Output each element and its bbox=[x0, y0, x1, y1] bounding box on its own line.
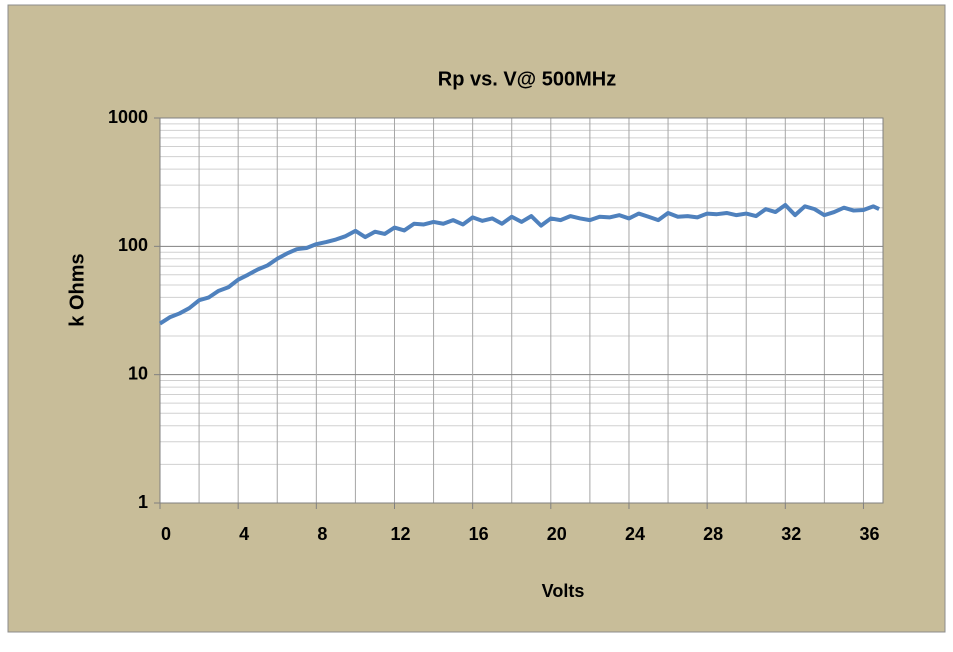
x-tick-label: 28 bbox=[703, 524, 723, 544]
x-axis-label: Volts bbox=[542, 581, 585, 601]
y-tick-label: 1 bbox=[138, 492, 148, 512]
data-line bbox=[158, 202, 880, 326]
y-tick-label: 100 bbox=[118, 235, 148, 255]
x-tick-label: 16 bbox=[469, 524, 489, 544]
y-tick-label: 10 bbox=[128, 363, 148, 383]
x-tick-label: 12 bbox=[390, 524, 410, 544]
x-tick-label: 8 bbox=[317, 524, 327, 544]
plot-area bbox=[160, 118, 883, 503]
x-tick-label: 0 bbox=[161, 524, 171, 544]
x-tick-label: 32 bbox=[781, 524, 801, 544]
x-tick-label: 36 bbox=[859, 524, 879, 544]
y-axis-label: k Ohms bbox=[66, 253, 88, 326]
chart-title: Rp vs. V@ 500MHz bbox=[438, 68, 616, 90]
plot-border bbox=[159, 117, 884, 504]
x-tick-label: 20 bbox=[547, 524, 567, 544]
y-tick-label: 1000 bbox=[108, 107, 148, 127]
x-tick-label: 4 bbox=[239, 524, 249, 544]
x-tick-label: 24 bbox=[625, 524, 645, 544]
